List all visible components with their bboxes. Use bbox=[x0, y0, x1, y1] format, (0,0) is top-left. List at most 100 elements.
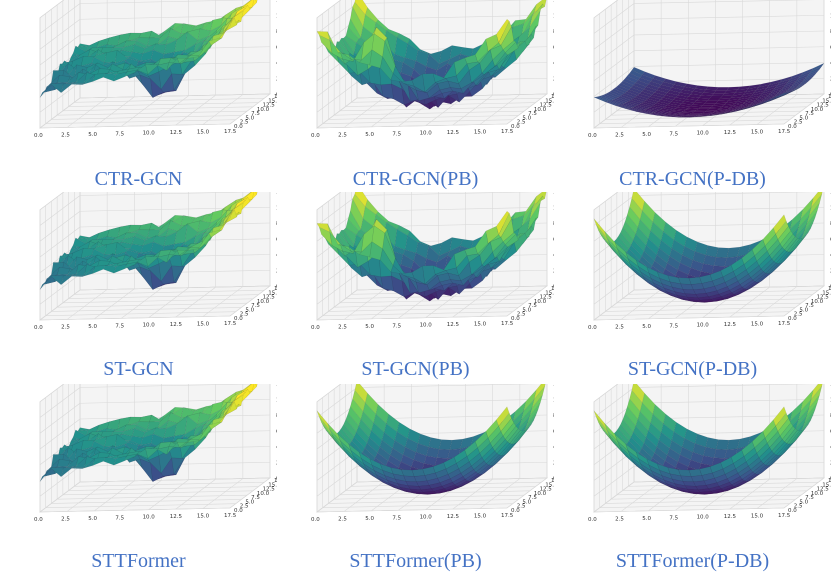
caption: ST-GCN(P-DB) bbox=[627, 358, 758, 380]
z-tick-label: 8 bbox=[553, 221, 554, 227]
x-tick-label: 2.5 bbox=[338, 132, 347, 138]
y-tick-label: 12.5 bbox=[817, 487, 830, 493]
z-tick-label: 0 bbox=[553, 476, 554, 482]
x-tick-label: 15.0 bbox=[197, 322, 210, 328]
x-tick-label: 17.5 bbox=[501, 129, 514, 135]
y-tick-label: 15.0 bbox=[545, 482, 554, 488]
surface-facet bbox=[505, 425, 519, 443]
z-tick-label: 10 bbox=[276, 397, 277, 403]
x-tick-label: 17.5 bbox=[778, 129, 791, 135]
y-tick-label: 15.0 bbox=[545, 98, 554, 104]
tick-labels: 024681012140.02.55.07.510.012.515.017.50… bbox=[311, 384, 554, 523]
surface bbox=[316, 384, 546, 495]
y-tick-label: 10.0 bbox=[811, 107, 824, 113]
surface-facet bbox=[529, 394, 543, 416]
z-tick-label: 0 bbox=[276, 476, 277, 482]
surface-plot: 024681012140.02.55.07.510.012.515.017.50… bbox=[311, 0, 554, 139]
surface-facet bbox=[502, 232, 517, 245]
surface-facet bbox=[779, 230, 794, 248]
x-tick-label: 12.5 bbox=[170, 130, 183, 136]
z-tick-label: 10 bbox=[276, 205, 277, 211]
x-tick-label: 7.5 bbox=[669, 323, 678, 329]
surface-facet bbox=[773, 92, 787, 99]
surface-facet bbox=[234, 389, 248, 401]
y-tick-label: 5.0 bbox=[245, 307, 254, 313]
x-tick-label: 0.0 bbox=[311, 517, 320, 523]
surface-facet bbox=[502, 422, 517, 440]
surface-facet bbox=[804, 71, 818, 80]
surface-facet bbox=[496, 406, 510, 427]
y-tick-label: 10.0 bbox=[534, 491, 547, 497]
caption: CTR-GCN(PB) bbox=[352, 168, 479, 190]
surface-facet bbox=[529, 195, 543, 220]
z-tick-label: 2 bbox=[276, 268, 277, 274]
x-tick-label: 7.5 bbox=[115, 323, 124, 329]
panel-sttformer-pb: 024681012140.02.55.07.510.012.515.017.50… bbox=[277, 384, 554, 576]
x-tick-label: 12.5 bbox=[724, 514, 737, 520]
x-tick-label: 17.5 bbox=[224, 513, 237, 519]
surface-facet bbox=[502, 40, 517, 53]
surface-facet bbox=[219, 403, 233, 423]
y-tick-label: 2.5 bbox=[240, 504, 249, 510]
z-tick-label: 12 bbox=[553, 384, 554, 388]
x-tick-label: 15.0 bbox=[751, 130, 764, 136]
y-tick-label: 10.0 bbox=[811, 299, 824, 305]
z-tick-label: 4 bbox=[276, 253, 277, 259]
surface-facet bbox=[777, 418, 791, 437]
y-tick-label: 5.0 bbox=[799, 499, 808, 505]
z-tick-label: 0 bbox=[276, 284, 277, 290]
y-tick-label: 17.5 bbox=[551, 478, 554, 484]
x-tick-label: 2.5 bbox=[61, 516, 70, 522]
x-tick-label: 7.5 bbox=[392, 515, 401, 521]
panel-sttformer: 024681012140.02.55.07.510.012.515.017.50… bbox=[0, 384, 277, 576]
caption: CTR-GCN(P-DB) bbox=[619, 168, 766, 190]
y-tick-label: 12.5 bbox=[817, 103, 830, 109]
y-tick-label: 0.0 bbox=[511, 316, 520, 322]
y-tick-label: 7.5 bbox=[251, 111, 260, 117]
x-tick-label: 5.0 bbox=[365, 132, 374, 138]
y-tick-label: 12.5 bbox=[540, 103, 553, 109]
y-tick-label: 7.5 bbox=[251, 495, 260, 501]
x-tick-label: 5.0 bbox=[88, 132, 97, 138]
x-tick-label: 10.0 bbox=[143, 323, 156, 329]
x-tick-label: 0.0 bbox=[34, 325, 43, 331]
surface bbox=[593, 62, 825, 118]
panel-st-gcn-pdb: 024681012140.02.55.07.510.012.515.017.50… bbox=[554, 192, 831, 384]
axes-panes bbox=[593, 0, 825, 129]
z-tick-label: 0 bbox=[553, 284, 554, 290]
y-tick-label: 10.0 bbox=[811, 491, 824, 497]
surface-facet bbox=[795, 81, 809, 89]
y-tick-label: 5.0 bbox=[522, 499, 531, 505]
caption: STTFormer bbox=[91, 550, 186, 572]
x-tick-label: 2.5 bbox=[61, 324, 70, 330]
surface-facet bbox=[806, 69, 820, 77]
z-tick-label: 12 bbox=[276, 0, 277, 4]
x-tick-label: 10.0 bbox=[697, 515, 710, 521]
panel-ctr-gcn-pb: 024681012140.02.55.07.510.012.515.017.50… bbox=[277, 0, 554, 192]
y-tick-label: 5.0 bbox=[799, 115, 808, 121]
x-tick-label: 5.0 bbox=[365, 516, 374, 522]
y-tick-label: 0.0 bbox=[234, 124, 243, 130]
surface-facet bbox=[799, 76, 814, 85]
x-tick-label: 5.0 bbox=[642, 132, 651, 138]
x-tick-label: 7.5 bbox=[115, 515, 124, 521]
z-tick-label: 10 bbox=[553, 205, 554, 211]
surface-facet bbox=[806, 202, 820, 224]
z-tick-label: 6 bbox=[553, 429, 554, 435]
x-tick-label: 15.0 bbox=[474, 514, 487, 520]
tick-labels: 024681012140.02.55.07.510.012.515.017.50… bbox=[311, 192, 554, 331]
x-tick-label: 7.5 bbox=[392, 131, 401, 137]
surface-facet bbox=[234, 197, 248, 209]
x-tick-label: 0.0 bbox=[34, 517, 43, 523]
x-tick-label: 12.5 bbox=[170, 322, 183, 328]
tick-labels: 024681012140.02.55.07.510.012.515.017.50… bbox=[311, 0, 554, 139]
y-tick-label: 7.5 bbox=[805, 495, 814, 501]
panel-ctr-gcn: 024681012140.02.55.07.510.012.515.017.50… bbox=[0, 0, 277, 192]
x-tick-label: 2.5 bbox=[615, 516, 624, 522]
y-tick-label: 12.5 bbox=[263, 295, 276, 301]
z-tick-label: 0 bbox=[553, 92, 554, 98]
y-tick-label: 5.0 bbox=[245, 499, 254, 505]
x-tick-label: 15.0 bbox=[474, 130, 487, 136]
y-tick-label: 0.0 bbox=[511, 124, 520, 130]
x-tick-label: 2.5 bbox=[61, 132, 70, 138]
